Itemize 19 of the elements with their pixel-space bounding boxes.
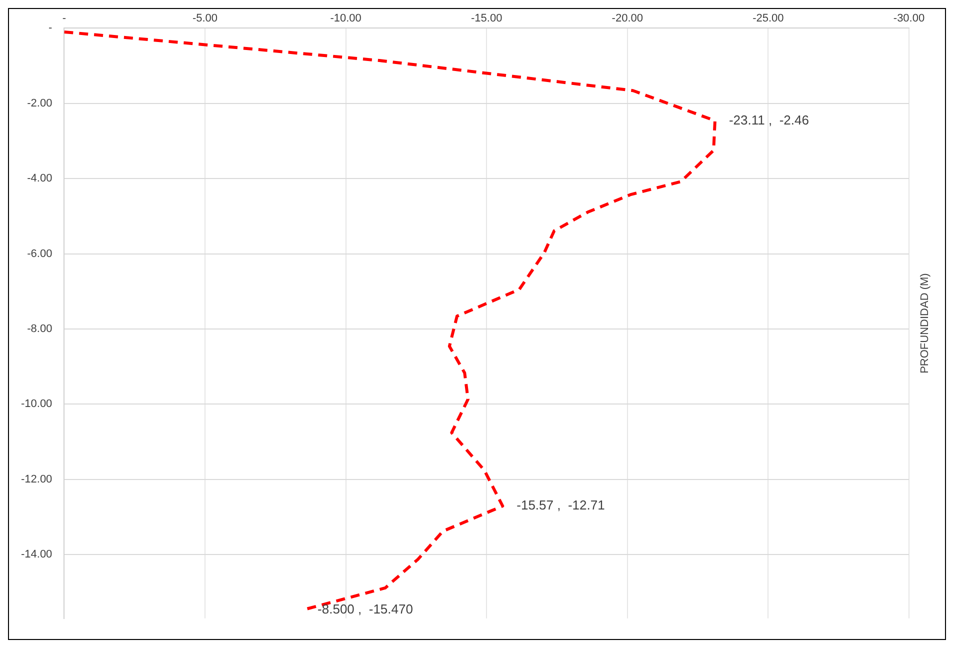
x-tick-label: -15.00 bbox=[470, 12, 502, 25]
x-tick-label: -25.00 bbox=[752, 12, 784, 25]
annotation: -8.500 , -15.470 bbox=[318, 601, 413, 616]
annotation: -15.57 , -12.71 bbox=[516, 498, 605, 513]
y-tick-label: -4.00 bbox=[27, 172, 52, 185]
y-tick-label: -2.00 bbox=[27, 97, 52, 110]
annotation: -23.11 , -2.46 bbox=[728, 112, 809, 128]
y-tick-label: -12.00 bbox=[20, 473, 52, 486]
y-tick-label: -8.00 bbox=[27, 322, 52, 335]
x-tick-label: - bbox=[62, 12, 66, 25]
x-tick-label: -5.00 bbox=[192, 12, 218, 25]
x-tick-label: -30.00 bbox=[893, 12, 925, 25]
x-tick-label: -10.00 bbox=[330, 12, 362, 25]
y-axis-title: PROFUNDIDAD (M) bbox=[919, 273, 932, 374]
y-tick-label: - bbox=[48, 22, 53, 34]
y-tick-label: -6.00 bbox=[27, 248, 52, 260]
x-tick-label: -20.00 bbox=[612, 12, 643, 25]
y-tick-label: -10.00 bbox=[20, 398, 52, 410]
y-tick-label: -14.00 bbox=[20, 548, 52, 561]
